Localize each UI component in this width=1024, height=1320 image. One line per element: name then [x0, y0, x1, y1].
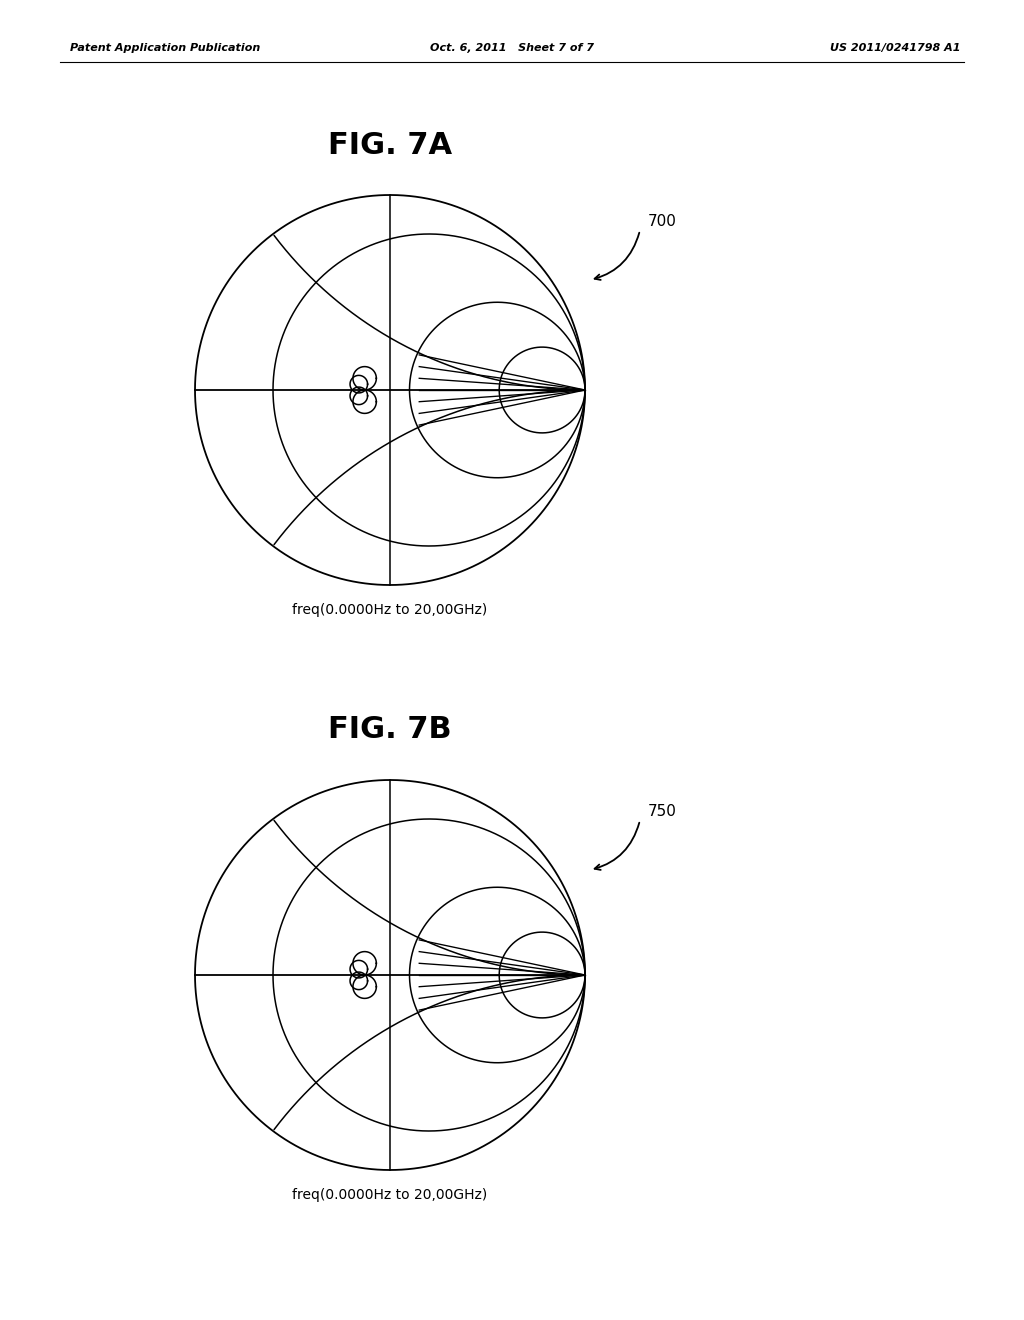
- Text: 700: 700: [648, 214, 677, 230]
- Text: Patent Application Publication: Patent Application Publication: [70, 44, 260, 53]
- Text: Oct. 6, 2011   Sheet 7 of 7: Oct. 6, 2011 Sheet 7 of 7: [430, 44, 594, 53]
- Text: FIG. 7A: FIG. 7A: [328, 131, 452, 160]
- Text: 750: 750: [648, 804, 677, 820]
- Text: FIG. 7B: FIG. 7B: [328, 715, 452, 744]
- Text: freq(0.0000Hz to 20,00GHz): freq(0.0000Hz to 20,00GHz): [293, 1188, 487, 1203]
- Text: US 2011/0241798 A1: US 2011/0241798 A1: [829, 44, 961, 53]
- Text: freq(0.0000Hz to 20,00GHz): freq(0.0000Hz to 20,00GHz): [293, 603, 487, 616]
